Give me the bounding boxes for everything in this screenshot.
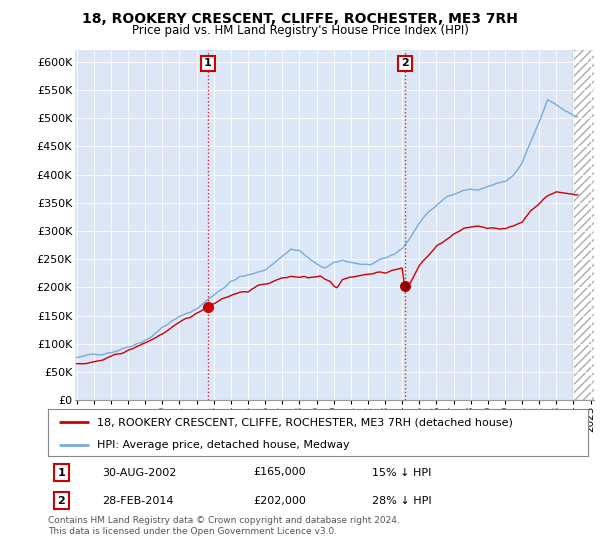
Text: 1: 1 bbox=[58, 468, 65, 478]
Text: Contains HM Land Registry data © Crown copyright and database right 2024.
This d: Contains HM Land Registry data © Crown c… bbox=[48, 516, 400, 536]
Text: 18, ROOKERY CRESCENT, CLIFFE, ROCHESTER, ME3 7RH (detached house): 18, ROOKERY CRESCENT, CLIFFE, ROCHESTER,… bbox=[97, 417, 512, 427]
Bar bbox=[574, 50, 599, 400]
Text: HPI: Average price, detached house, Medway: HPI: Average price, detached house, Medw… bbox=[97, 440, 349, 450]
Text: 18, ROOKERY CRESCENT, CLIFFE, ROCHESTER, ME3 7RH: 18, ROOKERY CRESCENT, CLIFFE, ROCHESTER,… bbox=[82, 12, 518, 26]
Text: £165,000: £165,000 bbox=[253, 468, 306, 478]
Text: Price paid vs. HM Land Registry's House Price Index (HPI): Price paid vs. HM Land Registry's House … bbox=[131, 24, 469, 36]
Text: £202,000: £202,000 bbox=[253, 496, 306, 506]
Text: 2: 2 bbox=[58, 496, 65, 506]
Text: 30-AUG-2002: 30-AUG-2002 bbox=[102, 468, 176, 478]
Text: 28-FEB-2014: 28-FEB-2014 bbox=[102, 496, 173, 506]
Text: 1: 1 bbox=[204, 58, 212, 68]
Bar bbox=[208, 50, 405, 400]
Text: 28% ↓ HPI: 28% ↓ HPI bbox=[372, 496, 431, 506]
Text: 2: 2 bbox=[401, 58, 409, 68]
Text: 15% ↓ HPI: 15% ↓ HPI bbox=[372, 468, 431, 478]
